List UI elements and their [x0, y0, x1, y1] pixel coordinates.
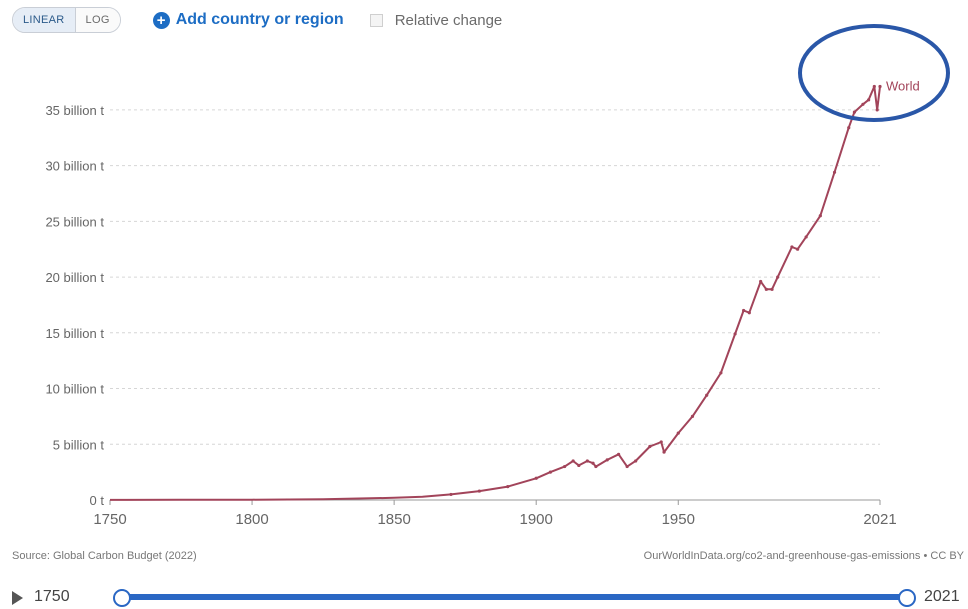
x-tick-label: 2021: [863, 511, 896, 528]
data-point: [577, 463, 581, 468]
y-tick-label: 0 t: [90, 493, 105, 508]
add-country-label: Add country or region: [175, 11, 344, 28]
data-point: [770, 287, 774, 291]
data-point: [676, 431, 680, 435]
data-point: [852, 110, 857, 114]
data-point: [742, 308, 746, 313]
y-tick-label: 35 billion t: [45, 103, 104, 118]
y-tick-label: 25 billion t: [45, 214, 104, 229]
plus-circle-icon: +: [152, 11, 170, 29]
x-tick-label: 1750: [93, 511, 126, 528]
timeline-end-label: 2021: [924, 588, 960, 605]
data-point: [872, 84, 876, 89]
add-country-button[interactable]: + Add country or region: [152, 11, 344, 29]
data-point: [449, 492, 453, 497]
data-point: [878, 84, 882, 89]
data-point: [861, 102, 865, 106]
series-line-world: [109, 85, 881, 501]
timeline-start-label: 1750: [34, 588, 70, 605]
y-tick-label: 15 billion t: [45, 326, 104, 341]
data-point: [796, 247, 800, 251]
timeline-slider: 1750 2021: [12, 585, 968, 609]
scale-toggle: LINEAR LOG: [12, 7, 121, 33]
data-point: [625, 464, 629, 469]
x-tick-label: 1900: [520, 511, 553, 528]
data-point: [847, 126, 851, 130]
source-url[interactable]: OurWorldInData.org/co2-and-greenhouse-ga…: [643, 550, 964, 562]
timeline-start-handle[interactable]: [113, 589, 131, 607]
data-point: [506, 485, 510, 489]
data-point: [804, 235, 808, 239]
data-point: [790, 245, 794, 249]
relative-change-label: Relative change: [394, 11, 503, 29]
linear-button[interactable]: LINEAR: [13, 8, 76, 32]
data-point: [867, 98, 871, 102]
data-point: [585, 459, 589, 463]
data-point: [591, 461, 595, 465]
data-point: [747, 311, 751, 315]
x-tick-label: 1950: [662, 511, 695, 528]
data-point: [634, 459, 638, 463]
y-tick-label: 10 billion t: [45, 382, 104, 397]
data-point: [534, 476, 538, 480]
data-point: [733, 332, 737, 336]
data-point: [705, 393, 709, 397]
data-point: [563, 464, 567, 469]
highlight-circle: [798, 24, 950, 122]
data-point: [832, 170, 837, 174]
y-tick-label: 5 billion t: [53, 437, 105, 452]
data-point: [594, 464, 598, 469]
data-point: [759, 279, 763, 284]
data-point: [776, 275, 780, 279]
data-point: [616, 452, 621, 456]
data-point: [662, 450, 666, 454]
data-point: [719, 371, 723, 375]
series-label-world: World: [886, 78, 920, 93]
play-icon[interactable]: [12, 591, 23, 605]
log-button[interactable]: LOG: [75, 8, 120, 32]
data-point: [477, 489, 481, 493]
data-point: [605, 458, 609, 462]
x-tick-label: 1850: [377, 511, 410, 528]
data-point: [548, 470, 553, 474]
data-point: [571, 459, 575, 463]
data-point: [690, 414, 695, 418]
relative-change-checkbox[interactable]: [369, 13, 383, 27]
source-note: Source: Global Carbon Budget (2022): [12, 550, 197, 562]
toolbar: LINEAR LOG + Add country or region Relat…: [12, 6, 502, 34]
data-point: [875, 108, 879, 112]
timeline-track[interactable]: [120, 594, 912, 600]
data-point: [648, 444, 652, 449]
data-point: [764, 287, 768, 291]
timeline-end-handle[interactable]: [898, 589, 916, 607]
emissions-line-chart: 0 t 5 billion t 10 billion t 15 billion t 20…: [45, 24, 950, 528]
y-tick-label: 20 billion t: [45, 270, 104, 285]
data-point: [818, 214, 822, 218]
data-point: [659, 440, 663, 444]
y-tick-label: 30 billion t: [45, 159, 104, 174]
relative-change-toggle[interactable]: Relative change: [369, 11, 503, 29]
x-tick-label: 1800: [235, 511, 268, 528]
